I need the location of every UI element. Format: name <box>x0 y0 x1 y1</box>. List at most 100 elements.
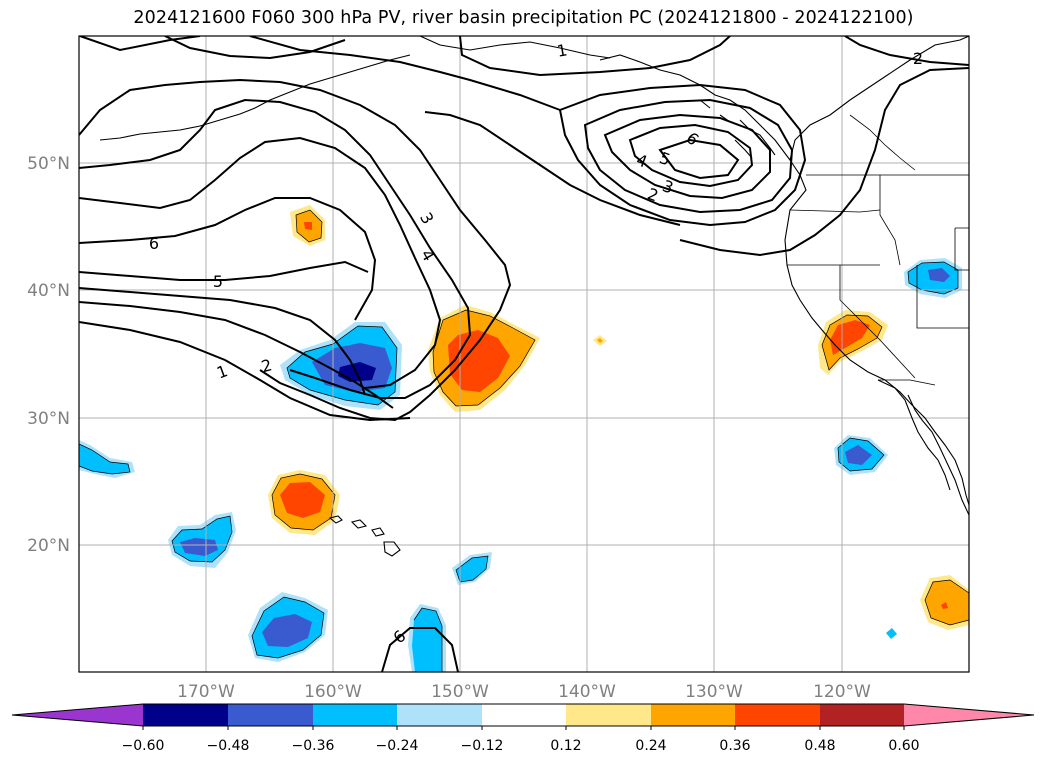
shading-outlines <box>79 209 969 672</box>
colorbar-bin <box>651 704 735 726</box>
pv-contour <box>79 260 369 281</box>
colorbar-tick-label: 0.24 <box>635 738 666 754</box>
fill-blob <box>262 614 312 647</box>
pv-contours <box>79 36 969 672</box>
us-mexico-border <box>878 379 936 386</box>
colorbar-extend-max <box>904 704 1034 726</box>
colorbar-bin <box>566 704 651 726</box>
contour-label: 6 <box>149 234 159 253</box>
fill-blob <box>180 538 218 556</box>
contour-label: 3 <box>416 209 438 227</box>
fill-blob <box>597 338 603 343</box>
aleutians <box>99 54 411 141</box>
fill-blob <box>941 602 948 609</box>
fill-blob <box>928 268 950 282</box>
fill-blob <box>79 444 130 474</box>
pv-contour <box>79 136 442 389</box>
baja-peninsula <box>877 379 951 491</box>
fill-blob <box>830 320 870 355</box>
contour-label: 5 <box>657 148 673 169</box>
contour-label: 4 <box>634 150 650 171</box>
plot-frame <box>78 35 970 673</box>
colorbar-bin <box>735 704 820 726</box>
colorbar-tick-label: −0.48 <box>207 738 250 754</box>
colorbar-bin <box>228 704 313 726</box>
colorbar: −0.60 −0.48 −0.36 −0.24 −0.12 0.12 0.24 … <box>11 703 1035 754</box>
colorbar-tick-label: 0.12 <box>550 738 581 754</box>
north-america-coast <box>784 36 969 506</box>
pv-contour <box>79 287 366 396</box>
pv-contour <box>79 98 472 399</box>
colorbar-tick-label: −0.12 <box>461 738 504 754</box>
contour-label: 5 <box>213 272 223 291</box>
political-borders <box>787 114 969 386</box>
bc-islands <box>699 99 776 159</box>
contour-label: 1 <box>555 40 568 60</box>
lat-tick-label: 50°N <box>27 154 70 174</box>
contour-label: 2 <box>913 49 923 68</box>
state-border-ut <box>954 227 969 271</box>
colorbar-tick-label: −0.24 <box>376 738 419 754</box>
colorbar-tick-label: 0.60 <box>888 738 919 754</box>
fill-blob <box>412 608 442 672</box>
pv-contour <box>249 36 561 111</box>
contour-label: 4 <box>417 246 439 264</box>
colorbar-tick-label: −0.60 <box>122 738 165 754</box>
lon-tick-label: 170°W <box>177 682 235 702</box>
pv-contour <box>164 36 346 60</box>
fill-blob <box>845 445 872 465</box>
pv-contour <box>381 627 459 672</box>
bc-interior <box>849 114 916 171</box>
pv-contour <box>679 67 969 257</box>
fill-blob <box>456 556 488 582</box>
contour-label: 3 <box>660 176 676 197</box>
alaska-coast <box>599 54 791 161</box>
colorbar-extend-min <box>12 704 143 726</box>
precipitation-shading <box>79 205 969 672</box>
colorbar-bin <box>482 704 566 726</box>
lat-tick-label: 40°N <box>27 281 70 301</box>
colorbar-tick-label: −0.36 <box>292 738 335 754</box>
baja-gulf-coast <box>907 394 969 516</box>
alaska-coast-north <box>419 36 611 59</box>
pv-contour <box>459 36 731 77</box>
figure-title: 2024121600 F060 300 hPa PV, river basin … <box>133 8 914 28</box>
lon-tick-label: 140°W <box>558 682 616 702</box>
coastlines <box>99 36 969 557</box>
contour-label: 2 <box>645 184 661 205</box>
lat-tick-label: 20°N <box>27 536 70 556</box>
colorbar-bin <box>143 704 228 726</box>
colorbar-bin <box>313 704 397 726</box>
pv-contour <box>558 83 807 227</box>
gridlines <box>79 36 969 672</box>
colorbar-tick-label: 0.48 <box>804 738 835 754</box>
lon-tick-label: 150°W <box>431 682 489 702</box>
lon-tick-label: 130°W <box>685 682 743 702</box>
pv-contour <box>79 321 411 422</box>
contour-label: 2 <box>259 355 274 376</box>
state-border-id <box>879 175 901 266</box>
colorbar-tick-label: 0.36 <box>719 738 750 754</box>
lat-tick-label: 30°N <box>27 409 70 429</box>
pv-contour <box>79 36 201 52</box>
colorbar-bin <box>397 704 482 726</box>
state-border-wa-or <box>789 209 881 213</box>
lon-tick-label: 160°W <box>304 682 362 702</box>
state-border-nv-ut <box>916 265 969 329</box>
colorbar-bin <box>820 704 904 726</box>
longitude-labels: 170°W 160°W 150°W 140°W 130°W 120°W <box>177 682 871 702</box>
fill-blob <box>886 628 897 639</box>
pv-contour <box>79 197 377 321</box>
fill-blob <box>925 580 969 625</box>
contour-label: 1 <box>214 361 230 382</box>
pv-contour <box>628 123 754 188</box>
state-border-ca-nv <box>839 265 916 379</box>
pv-contour <box>658 138 740 180</box>
fill-blob <box>280 482 325 518</box>
pv-contour <box>424 111 681 226</box>
latitude-labels: 50°N 40°N 30°N 20°N <box>27 154 70 556</box>
contour-label: 6 <box>683 128 703 149</box>
pv-contour <box>844 36 969 66</box>
pv-contour <box>79 301 394 409</box>
